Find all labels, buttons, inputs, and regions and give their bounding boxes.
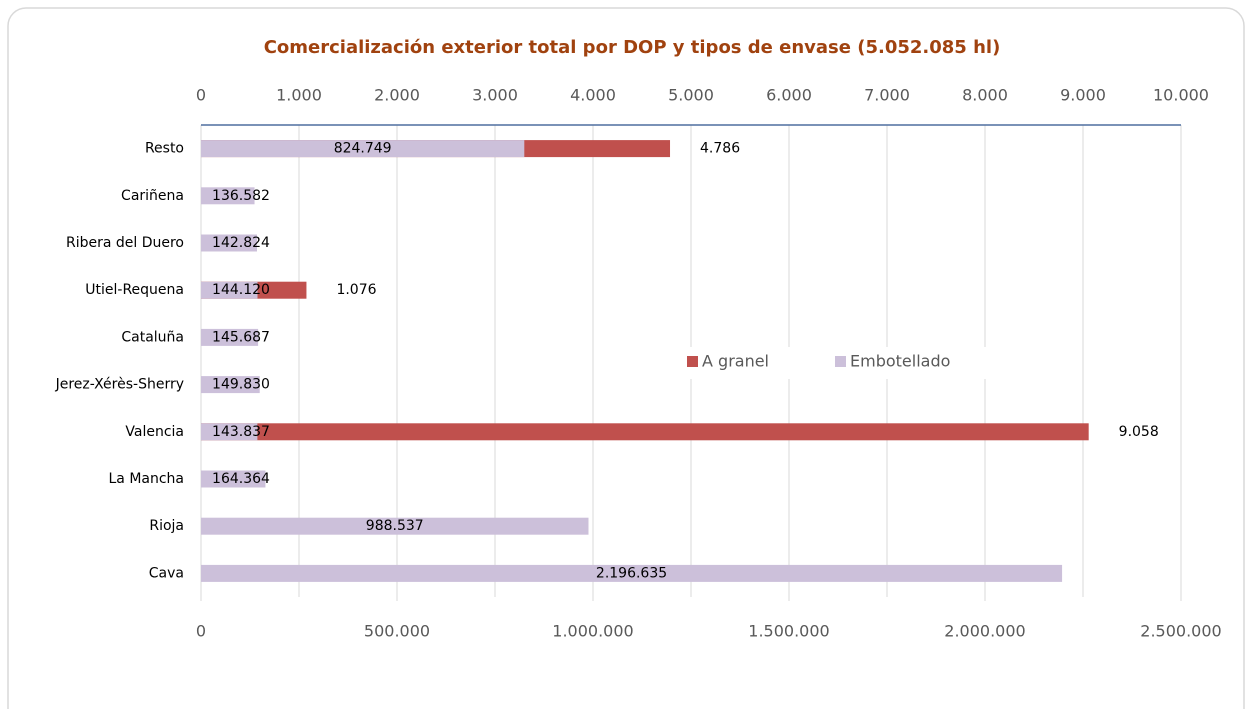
- x-tick-label: 2.000.000: [944, 622, 1025, 641]
- data-label: 4.786: [700, 141, 740, 157]
- x2-tick-label: 10.000: [1153, 86, 1209, 105]
- x2-tick-label: 1.000: [276, 86, 322, 105]
- data-label: 988.537: [366, 518, 424, 534]
- x2-tick-label: 6.000: [766, 86, 812, 105]
- data-label: 2.196.635: [596, 565, 667, 581]
- x-tick-label: 2.500.000: [1140, 622, 1221, 641]
- bar: [201, 470, 266, 488]
- legend-label: A granel: [702, 352, 769, 371]
- x2-tick-label: 2.000: [374, 86, 420, 105]
- x-tick-label: 500.000: [364, 622, 430, 641]
- data-label: 149.830: [212, 377, 270, 393]
- x2-tick-label: 7.000: [864, 86, 910, 105]
- y-tick-label: Cava: [149, 565, 184, 581]
- legend-swatch: [835, 356, 846, 367]
- x2-tick-label: 5.000: [668, 86, 714, 105]
- x-tick-label: 0: [196, 622, 206, 641]
- bar: [201, 187, 255, 205]
- y-tick-label: Cariñena: [121, 188, 184, 204]
- bar: [201, 423, 258, 441]
- chart-title: Comercialización exterior total por DOP …: [264, 37, 1001, 58]
- data-label: 1.076: [336, 282, 376, 298]
- bar: [201, 234, 257, 252]
- bar: [201, 376, 260, 394]
- y-tick-label: Rioja: [149, 518, 184, 534]
- bar: [201, 140, 525, 158]
- y-tick-label: La Mancha: [108, 471, 184, 487]
- x2-tick-label: 4.000: [570, 86, 616, 105]
- y-tick-label: Utiel-Requena: [85, 282, 184, 298]
- bar: [201, 281, 258, 299]
- x2-tick-label: 0: [196, 86, 206, 105]
- y-tick-label: Cataluña: [121, 329, 184, 345]
- x2-tick-label: 3.000: [472, 86, 518, 105]
- data-label: 142.824: [212, 235, 270, 251]
- bar: [201, 517, 589, 535]
- bar: [201, 328, 259, 346]
- legend-swatch: [687, 356, 698, 367]
- data-label: 143.837: [212, 424, 270, 440]
- data-label: 136.582: [212, 188, 270, 204]
- x-tick-label: 1.500.000: [748, 622, 829, 641]
- data-label: 9.058: [1119, 424, 1159, 440]
- legend-label: Embotellado: [850, 352, 950, 371]
- data-label: 824.749: [334, 141, 392, 157]
- data-label: 144.120: [212, 282, 270, 298]
- y-tick-label: Resto: [145, 141, 184, 157]
- y-tick-label: Valencia: [125, 424, 184, 440]
- x2-tick-label: 9.000: [1060, 86, 1106, 105]
- x2-tick-label: 8.000: [962, 86, 1008, 105]
- bar: [201, 564, 1063, 582]
- y-tick-label: Jerez-Xérès-Sherry: [55, 377, 184, 393]
- y-tick-label: Ribera del Duero: [66, 235, 184, 251]
- x-tick-label: 1.000.000: [552, 622, 633, 641]
- data-label: 145.687: [212, 329, 270, 345]
- data-label: 164.364: [212, 471, 270, 487]
- bar: [201, 423, 1089, 441]
